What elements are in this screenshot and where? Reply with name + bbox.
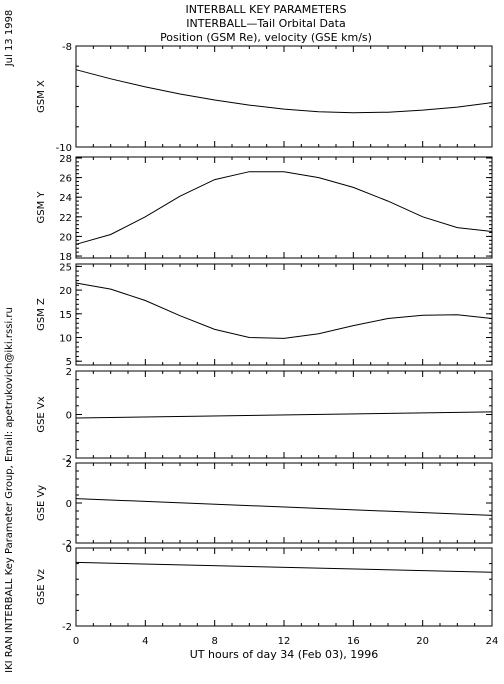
series-line: [75, 498, 493, 516]
y-tick-label: 20: [59, 286, 72, 297]
y-tick-label: 22: [59, 213, 72, 224]
panel-frame: [75, 45, 493, 148]
side-date: Jul 13 1998: [4, 10, 15, 68]
y-tick-label: -2: [62, 539, 72, 550]
y-tick-label: 10: [59, 333, 72, 344]
x-tick-label: 20: [416, 636, 429, 647]
x-axis-label: UT hours of day 34 (Feb 03), 1996: [190, 648, 379, 661]
y-tick-label: 2: [66, 367, 72, 378]
y-tick-label: 24: [59, 193, 72, 204]
panel-frame: [75, 263, 493, 366]
y-tick-label: 0: [66, 411, 72, 422]
x-tick-label: 12: [278, 636, 291, 647]
side-credit: IKI RAN INTERBALL Key Parameter Group, E…: [4, 307, 15, 673]
y-axis-label: GSM Y: [36, 191, 47, 224]
x-tick-label: 0: [73, 636, 79, 647]
x-tick-label: 4: [142, 636, 148, 647]
y-tick-label: 0: [66, 499, 72, 510]
y-tick-label: -2: [62, 622, 72, 633]
x-tick-label: 8: [211, 636, 217, 647]
series-line: [75, 171, 493, 245]
y-axis-label: GSE Vx: [36, 396, 47, 432]
y-axis-label: GSE Vz: [36, 569, 47, 605]
series-line: [75, 561, 493, 573]
y-tick-label: -10: [56, 143, 72, 154]
series-line: [75, 69, 493, 114]
y-tick-label: 2: [66, 459, 72, 470]
y-tick-label: 5: [66, 357, 72, 368]
y-tick-label: 20: [59, 232, 72, 243]
panel-frame: [75, 462, 493, 544]
y-axis-label: GSM Z: [36, 298, 47, 331]
header-line2: INTERBALL—Tail Orbital Data: [186, 17, 345, 30]
series-line: [75, 282, 493, 339]
y-tick-label: -8: [62, 42, 72, 53]
y-axis-label: GSM X: [36, 80, 47, 113]
x-tick-label: 16: [347, 636, 360, 647]
header-line1: INTERBALL KEY PARAMETERS: [186, 3, 347, 16]
header-line3: Position (GSM Re), velocity (GSE km/s): [160, 31, 372, 44]
y-tick-label: 0: [66, 544, 72, 555]
y-tick-label: 15: [59, 310, 72, 321]
y-axis-label: GSE Vy: [36, 485, 47, 521]
y-tick-label: 18: [59, 252, 72, 263]
series-line: [75, 411, 493, 419]
y-tick-label: 25: [59, 262, 72, 273]
y-tick-label: -2: [62, 454, 72, 465]
panel-frame: [75, 547, 493, 627]
y-tick-label: 28: [59, 154, 72, 165]
y-tick-label: 26: [59, 174, 72, 185]
x-tick-label: 24: [486, 636, 499, 647]
